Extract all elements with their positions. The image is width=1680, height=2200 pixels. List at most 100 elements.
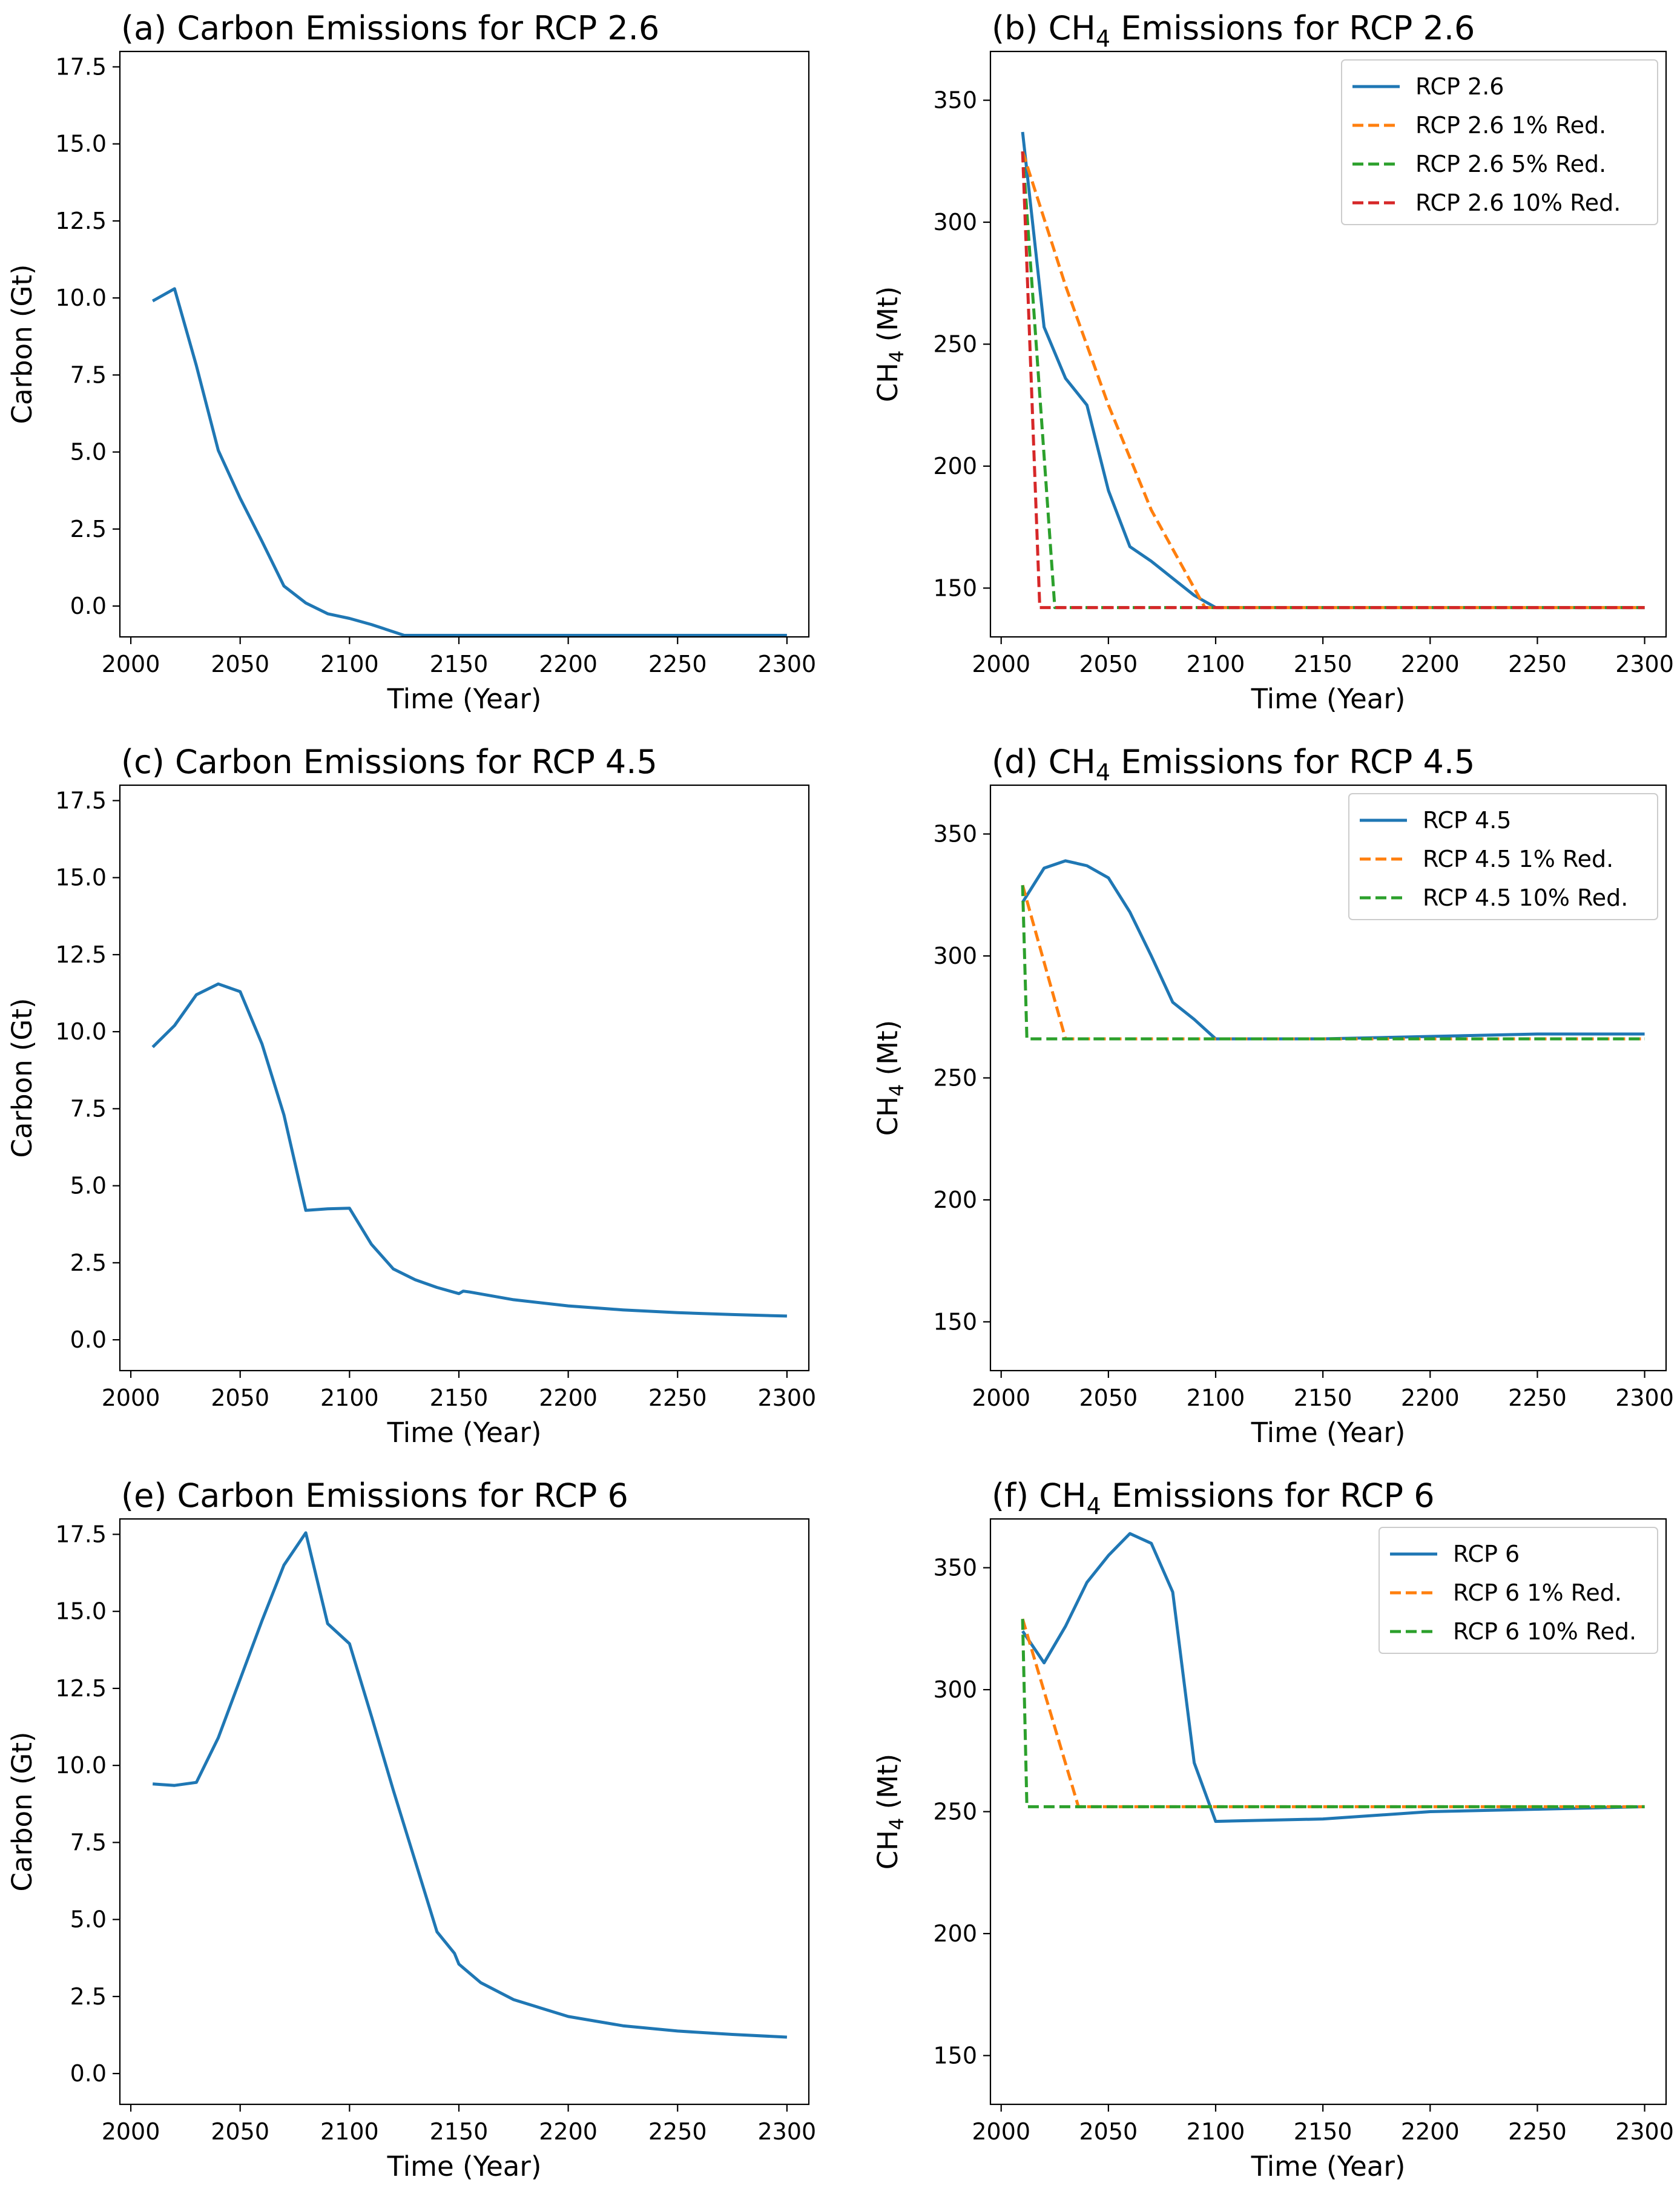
panel-a-ytick-label: 2.5 (70, 516, 107, 542)
panel-b-ytick-label: 150 (933, 575, 977, 601)
panel-a-ytick-label: 17.5 (55, 53, 107, 80)
panel-d-legend: RCP 4.5 RCP 4.5 1% Red. RCP 4.5 10% Red. (1348, 793, 1658, 920)
panel-e-axes-frame (119, 1518, 810, 2106)
panel-d-legend-label: RCP 4.5 1% Red. (1423, 846, 1613, 872)
panel-d-ytick-label: 200 (933, 1187, 977, 1213)
panel-b-series-group (1021, 131, 1645, 610)
panel-a: 2000 2050 2100 2150 2200 2250 2300 0.0 2.5 5.0 7.5… (6, 9, 816, 715)
panel-d-series-group (1021, 859, 1645, 1041)
panel-b-legend-label: RCP 2.6 5% Red. (1415, 151, 1606, 177)
panel-f-ytick-label: 250 (933, 1799, 977, 1825)
panel-f-xtick-label: 2250 (1508, 2118, 1567, 2145)
panel-c-xlabel: Time (Year) (387, 1417, 542, 1449)
panel-b-xtick-label: 2000 (972, 651, 1030, 677)
panel-b-ytick-label: 200 (933, 453, 977, 479)
panel-e-ytick-label: 2.5 (70, 1983, 107, 2010)
panel-d-xtick-label: 2300 (1615, 1385, 1674, 1411)
panel-f-ytick-label: 200 (933, 1920, 977, 1947)
panel-c-ytick-label: 12.5 (55, 941, 107, 968)
panel-d-xtick-label: 2000 (972, 1385, 1030, 1411)
panel-f-xtick-label: 2300 (1615, 2118, 1674, 2145)
panel-f-xtick-label: 2200 (1401, 2118, 1460, 2145)
panel-b-xtick-label: 2150 (1294, 651, 1352, 677)
panel-e-xtick-label: 2100 (320, 2118, 379, 2145)
panel-d-ytick-label: 250 (933, 1065, 977, 1092)
panel-b-ytick-label: 350 (933, 87, 977, 114)
panel-f-legend: RCP 6 RCP 6 1% Red. RCP 6 10% Red. (1379, 1527, 1658, 1654)
panel-f-series-group (1021, 1532, 1645, 1823)
panel-b-legend-label: RCP 2.6 10% Red. (1415, 189, 1621, 216)
panel-e-xtick-label: 2050 (211, 2118, 269, 2145)
panel-b-legend-frame (1341, 59, 1658, 225)
panel-b-xtick-label: 2200 (1401, 651, 1460, 677)
panel-d-ytick-label: 300 (933, 943, 977, 969)
panel-e-xtick-label: 2000 (102, 2118, 160, 2145)
panel-a-xtick-label: 2150 (430, 651, 489, 677)
panel-f-legend-label: RCP 6 (1453, 1541, 1520, 1567)
panel-d-xtick-label: 2150 (1294, 1385, 1352, 1411)
panel-c-ytick-label: 0.0 (70, 1326, 107, 1353)
panel-e-ytick-label: 5.0 (70, 1906, 107, 1933)
panel-a-ytick-label: 7.5 (70, 361, 107, 388)
panel-d: 2000 2050 2100 2150 2200 2250 2300 150 200 250 300… (872, 743, 1674, 1449)
panel-f-xtick-label: 2150 (1294, 2118, 1352, 2145)
panel-f-ylabel: CH4 (Mt) (872, 1754, 908, 1870)
panel-d-ylabel: CH4 (Mt) (872, 1020, 908, 1136)
panel-e-series-group (153, 1531, 788, 2039)
panel-a-ytick-label: 15.0 (55, 131, 107, 157)
panel-e-ytick-label: 15.0 (55, 1598, 107, 1625)
panel-d-xtick-label: 2050 (1079, 1385, 1138, 1411)
panel-f-ytick-label: 300 (933, 1676, 977, 1703)
panel-c-ylabel: Carbon (Gt) (6, 998, 38, 1158)
panel-c-series-line-1 (151, 982, 787, 1318)
panel-b-xtick-label: 2250 (1508, 651, 1567, 677)
panel-e-xtick-label: 2300 (758, 2118, 817, 2145)
panel-e-ylabel: Carbon (Gt) (6, 1731, 38, 1891)
panel-a-ylabel: Carbon (Gt) (6, 264, 38, 424)
panel-f-xlabel: Time (Year) (1251, 2150, 1406, 2182)
panel-c-xtick-label: 2200 (539, 1385, 598, 1411)
panel-a-ytick-label: 5.0 (70, 439, 107, 466)
panel-a-xtick-label: 2300 (758, 651, 817, 677)
panel-f-series-line-1 (1021, 1532, 1645, 1823)
panel-b-legend-label: RCP 2.6 1% Red. (1415, 112, 1606, 139)
panel-d-xtick-label: 2100 (1187, 1385, 1245, 1411)
panel-a-ytick-label: 0.0 (70, 593, 107, 619)
panel-f-legend-frame (1379, 1527, 1658, 1654)
panel-e-ytick-label: 0.0 (70, 2060, 107, 2087)
panel-a-ytick-label: 12.5 (55, 208, 107, 234)
panel-c-xtick-label: 2000 (102, 1385, 160, 1411)
panel-e-title: (e) Carbon Emissions for RCP 6 (121, 1477, 628, 1515)
panel-d-legend-label: RCP 4.5 10% Red. (1423, 884, 1628, 911)
panel-d-legend-label: RCP 4.5 (1423, 807, 1511, 834)
panel-e-ytick-label: 7.5 (70, 1829, 107, 1856)
panel-e-xtick-label: 2250 (648, 2118, 707, 2145)
panel-c-axes-frame (119, 784, 810, 1372)
panel-d-xlabel: Time (Year) (1251, 1417, 1406, 1449)
panel-b-xtick-label: 2300 (1615, 651, 1674, 677)
panel-d-series-line-3 (1021, 885, 1645, 1041)
panel-a-ytick-label: 10.0 (55, 285, 107, 311)
panel-b-legend: RCP 2.6 RCP 2.6 1% Red. RCP 2.6 5% Red. RCP… (1341, 59, 1658, 225)
panel-f-ytick-label: 150 (933, 2042, 977, 2069)
panel-d-ytick-label: 150 (933, 1308, 977, 1335)
panel-b-xlabel: Time (Year) (1251, 683, 1406, 715)
panel-f-series-line-3 (1021, 1619, 1645, 1808)
panel-a-xtick-label: 2000 (102, 651, 160, 677)
panel-b-ylabel: CH4 (Mt) (872, 286, 908, 403)
panel-b-ytick-label: 300 (933, 209, 977, 235)
panel-f-legend-label: RCP 6 10% Red. (1453, 1618, 1636, 1645)
panel-f: 2000 2050 2100 2150 2200 2250 2300 150 200 250 300… (872, 1477, 1674, 2182)
panel-d-ytick-label: 350 (933, 821, 977, 848)
panel-a-xtick-label: 2050 (211, 651, 269, 677)
panel-b: 2000 2050 2100 2150 2200 2250 2300 150 200 250 300… (872, 9, 1674, 715)
panel-e-ytick-label: 10.0 (55, 1752, 107, 1779)
panel-a-axes-frame (119, 50, 810, 638)
panel-b-series-line-4 (1021, 151, 1645, 610)
panel-d-legend-frame (1348, 793, 1658, 920)
panel-a-series-group (151, 287, 787, 637)
panel-f-xtick-label: 2100 (1187, 2118, 1245, 2145)
panel-d-title: (d) CH4 Emissions for RCP 4.5 (992, 743, 1475, 786)
panel-e-xtick-label: 2150 (430, 2118, 489, 2145)
